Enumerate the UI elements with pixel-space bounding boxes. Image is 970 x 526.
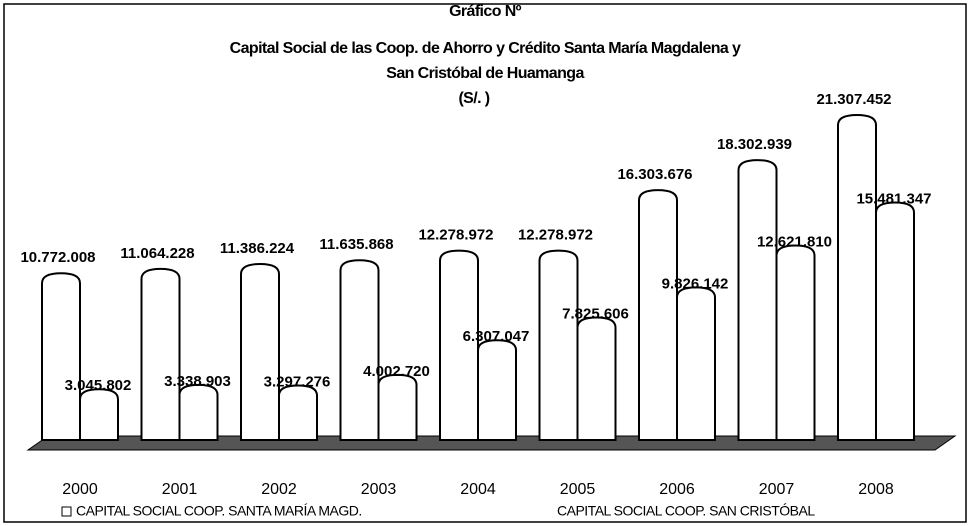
chart-title: (S/. ) [458,90,489,107]
value-label: 11.064.228 [120,245,194,262]
value-label: 21.307.452 [816,91,891,108]
value-label: 3.338.903 [164,373,231,390]
bar [178,383,219,441]
x-tick-label: 2006 [659,481,695,498]
bar [41,272,81,441]
bar [377,373,418,441]
bar [477,339,517,441]
value-label: 12.278.972 [418,227,493,244]
x-tick-label: 2002 [261,481,297,498]
bar [837,113,877,441]
value-label: 16.303.676 [617,166,692,183]
legend-label: CAPITAL SOCIAL COOP. SANTA MARÍA MAGD. [76,503,362,519]
value-label: 6.307.047 [463,328,530,345]
bar [576,316,617,441]
bar [638,189,678,441]
value-label: 3.297.276 [264,373,331,390]
x-tick-label: 2004 [460,481,496,498]
legend-label: CAPITAL SOCIAL COOP. SAN CRISTÓBAL [557,503,815,519]
value-label: 3.045.802 [65,377,132,394]
x-tick-label: 2008 [858,481,894,498]
bar [737,159,778,441]
bar [140,267,181,441]
x-tick-label: 2005 [560,481,596,498]
value-label: 4.002.720 [363,363,430,380]
x-tick-label: 2001 [162,481,198,498]
value-label: 10.772.008 [20,249,95,266]
value-label: 12.621.810 [757,233,832,250]
bar [240,262,280,441]
value-label: 11.386.224 [220,240,295,257]
legend-swatch [61,506,72,517]
value-label: 11.635.868 [319,236,393,253]
x-tick-label: 2007 [759,481,795,498]
bar [79,388,119,441]
chart-title: Gráfico Nº [449,3,522,20]
bar [875,201,915,441]
value-label: 12.278.972 [518,227,593,244]
bar [439,249,479,441]
bar [278,384,318,441]
value-label: 15.481.347 [856,190,931,207]
value-label: 18.302.939 [717,136,792,153]
bar [339,259,380,441]
chart-title: San Cristóbal de Huamanga [386,65,584,82]
frame [3,3,967,523]
value-label: 9.826.142 [662,275,729,292]
value-label: 7.825.606 [562,305,629,322]
bar [775,244,816,441]
bar [538,249,579,441]
chart-title: Capital Social de las Coop. de Ahorro y … [230,40,741,57]
x-tick-label: 2000 [62,481,98,498]
x-tick-label: 2003 [361,481,397,498]
bar [676,286,716,441]
